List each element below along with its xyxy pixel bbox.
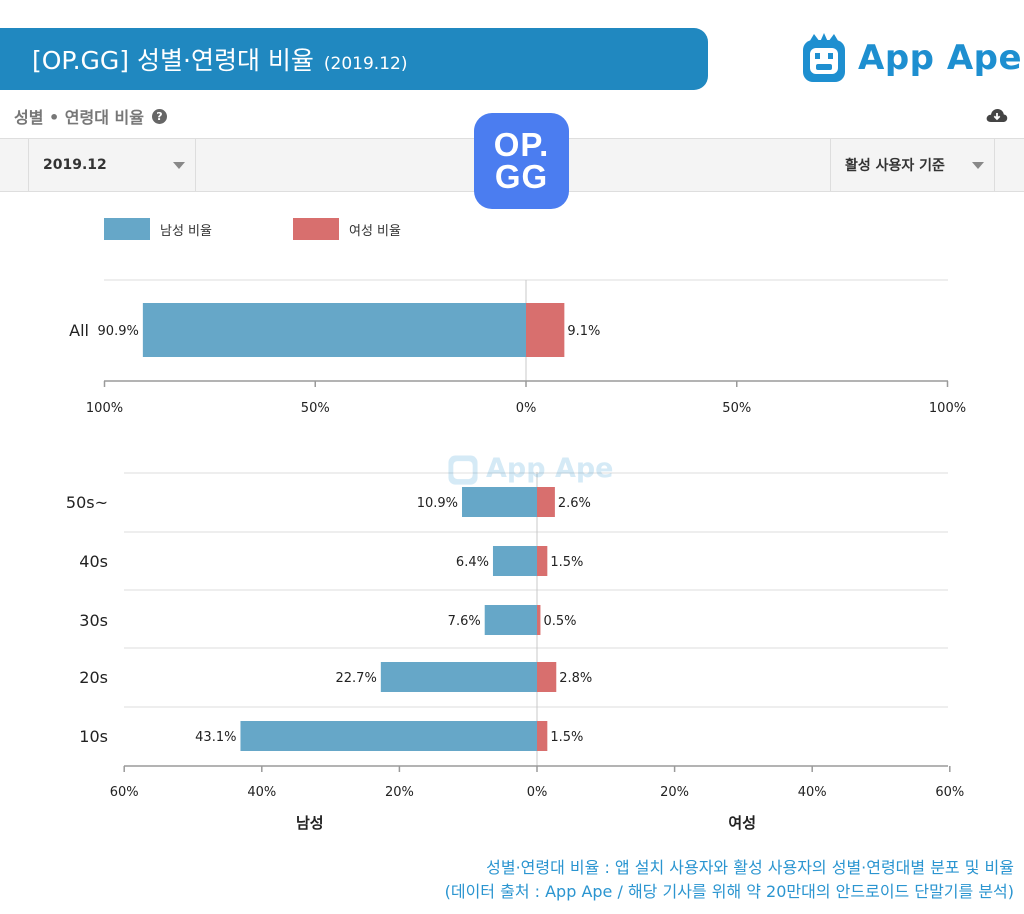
x-tick-label: 20% <box>660 785 689 800</box>
legend-female: 여성 비율 <box>293 218 401 240</box>
watermark-text: App Ape <box>486 452 614 484</box>
chevron-down-icon <box>972 161 984 169</box>
data-label-male: 10.9% <box>417 496 458 511</box>
page-title: [OP.GG] 성별·연령대 비율 (2019.12) <box>32 46 408 75</box>
x-tick-label: 60% <box>110 785 139 800</box>
x-tick-label: 0% <box>516 401 537 416</box>
data-label-female: 2.6% <box>558 496 591 511</box>
legend-male-label: 남성 비율 <box>160 223 212 239</box>
brand-name: App Ape <box>858 38 1023 78</box>
x-tick-label: 100% <box>929 401 966 416</box>
bar-female <box>537 721 548 751</box>
legend-male-swatch <box>104 218 150 240</box>
category-label: 50s~ <box>66 493 108 512</box>
data-label-female: 1.5% <box>550 730 583 745</box>
bar-female <box>526 303 565 357</box>
category-label: 10s <box>79 727 108 746</box>
basis-select-value: 활성 사용자 기준 <box>845 158 945 174</box>
watermark: App Ape <box>446 450 614 486</box>
brand-logo: App Ape <box>800 32 1022 84</box>
data-label-male: 6.4% <box>456 555 489 570</box>
data-label-female: 1.5% <box>550 555 583 570</box>
x-tick-label: 40% <box>798 785 827 800</box>
basis-select[interactable]: 활성 사용자 기준 <box>830 139 995 191</box>
x-tick-label: 50% <box>722 401 751 416</box>
bar-male <box>240 721 538 751</box>
x-tick-label: 0% <box>527 785 548 800</box>
x-tick-label: 40% <box>247 785 276 800</box>
title-banner: [OP.GG] 성별·연령대 비율 (2019.12) <box>0 28 708 90</box>
category-label: 20s <box>79 668 108 687</box>
x-tick-label: 60% <box>935 785 964 800</box>
bar-male <box>380 662 537 692</box>
x-label-female: 여성 <box>728 814 756 832</box>
ape-face-icon <box>448 455 478 485</box>
data-label-female: 0.5% <box>543 614 576 629</box>
legend-male: 남성 비율 <box>104 218 212 240</box>
data-label-male: 90.9% <box>98 324 139 339</box>
cloud-download-icon[interactable] <box>986 106 1008 128</box>
x-tick-label: 50% <box>301 401 330 416</box>
bar-female <box>537 605 541 635</box>
footer-note: 성별·연령대 비율 : 앱 설치 사용자와 활성 사용자의 성별·연령대별 분포… <box>445 856 1014 904</box>
bar-male <box>484 605 537 635</box>
app-logo-line1: OP. <box>493 126 550 163</box>
data-label-male: 43.1% <box>195 730 236 745</box>
category-label: 40s <box>79 552 108 571</box>
section-title: 성별 • 연령대 비율 ? <box>14 104 167 128</box>
date-select[interactable]: 2019.12 <box>28 139 196 191</box>
category-label: 30s <box>79 611 108 630</box>
footer-line2: (데이터 출처 : App Ape / 해당 기사를 위해 약 20만대의 안드… <box>444 882 1014 901</box>
bar-male <box>492 546 537 576</box>
bar-female <box>537 546 548 576</box>
data-label-male: 7.6% <box>448 614 481 629</box>
app-logo-line2: GG <box>494 158 549 195</box>
legend-female-swatch <box>293 218 339 240</box>
x-tick-label: 20% <box>385 785 414 800</box>
data-label-female: 9.1% <box>567 324 600 339</box>
data-label-male: 22.7% <box>336 671 377 686</box>
app-logo: OP. GG <box>474 113 569 209</box>
category-label: All <box>69 321 89 340</box>
x-label-male: 남성 <box>296 814 324 832</box>
bar-male <box>462 487 537 517</box>
bar-female <box>537 487 555 517</box>
x-tick-label: 100% <box>86 401 123 416</box>
footer-line1: 성별·연령대 비율 : 앱 설치 사용자와 활성 사용자의 성별·연령대별 분포… <box>486 858 1014 877</box>
chevron-down-icon <box>173 161 185 169</box>
section-title-text: 성별 • 연령대 비율 <box>14 108 144 127</box>
bar-female <box>537 662 557 692</box>
date-select-value: 2019.12 <box>43 157 107 173</box>
data-label-female: 2.8% <box>559 671 592 686</box>
question-circle-icon[interactable]: ? <box>151 108 167 124</box>
legend-female-label: 여성 비율 <box>349 223 401 239</box>
title-date: (2019.12) <box>323 54 408 74</box>
bar-male <box>142 303 526 357</box>
ape-face-icon <box>803 33 845 82</box>
